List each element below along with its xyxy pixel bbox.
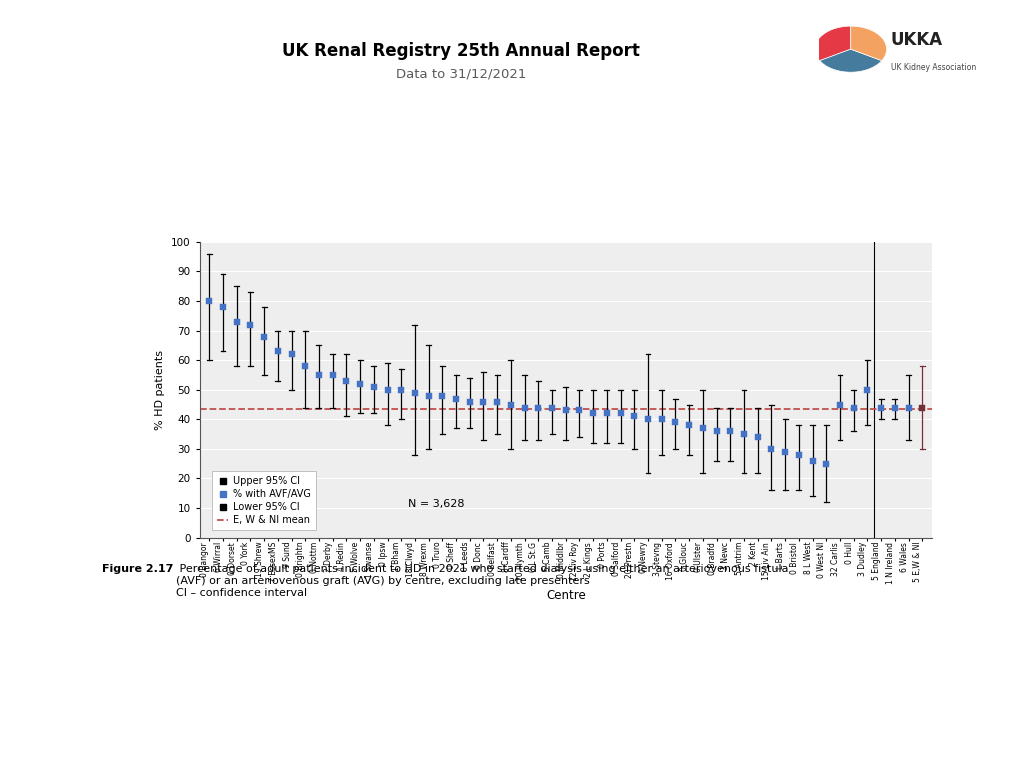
Text: UKKA: UKKA bbox=[891, 31, 943, 49]
Text: N = 3,628: N = 3,628 bbox=[409, 498, 465, 508]
Text: UK Renal Registry 25th Annual Report: UK Renal Registry 25th Annual Report bbox=[282, 42, 640, 60]
X-axis label: Centre: Centre bbox=[546, 589, 586, 602]
Text: Data to 31/12/2021: Data to 31/12/2021 bbox=[395, 68, 526, 81]
Y-axis label: % HD patients: % HD patients bbox=[156, 349, 166, 430]
Text: Percentage of adult patients incident to HD in 2021 who started dialysis using e: Percentage of adult patients incident to… bbox=[176, 564, 788, 598]
Legend: Upper 95% CI, % with AVF/AVG, Lower 95% CI, E, W & NI mean: Upper 95% CI, % with AVF/AVG, Lower 95% … bbox=[212, 472, 316, 530]
Wedge shape bbox=[815, 26, 851, 61]
Text: UK Kidney Association: UK Kidney Association bbox=[891, 63, 976, 72]
Wedge shape bbox=[819, 49, 882, 72]
Wedge shape bbox=[851, 26, 887, 61]
Text: Figure 2.17: Figure 2.17 bbox=[102, 564, 174, 574]
